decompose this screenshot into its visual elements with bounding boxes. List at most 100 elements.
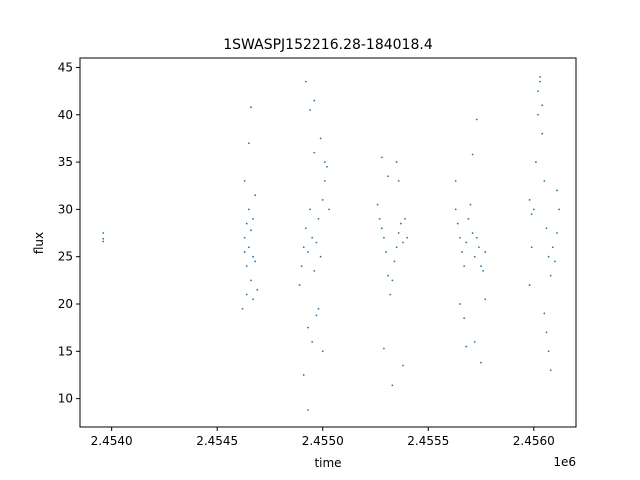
data-point	[102, 240, 105, 243]
data-point	[551, 246, 554, 249]
data-point	[383, 347, 385, 350]
data-point	[315, 314, 318, 317]
data-point	[558, 208, 561, 211]
data-point	[528, 284, 531, 286]
y-axis-label: flux	[32, 232, 46, 254]
x-axis-offset-label: 1e6	[553, 455, 576, 469]
data-point	[245, 293, 248, 296]
data-point	[469, 203, 472, 206]
data-point	[530, 246, 533, 249]
data-point	[250, 229, 252, 232]
data-point	[528, 199, 531, 201]
data-point	[326, 165, 328, 168]
data-point	[250, 106, 252, 109]
data-point	[304, 227, 307, 230]
data-point	[545, 331, 548, 334]
data-point	[463, 317, 466, 320]
x-tick-label: 2.4560	[513, 434, 555, 448]
data-point	[454, 208, 457, 211]
data-point	[387, 175, 390, 178]
data-point	[252, 255, 254, 258]
data-point	[473, 255, 476, 258]
data-point	[480, 361, 482, 364]
data-point	[465, 345, 468, 348]
data-point	[535, 161, 537, 163]
data-point	[478, 246, 480, 249]
data-point	[553, 260, 556, 263]
data-point	[389, 293, 392, 296]
data-point	[311, 340, 314, 343]
data-point	[543, 180, 546, 182]
x-axis-ticks: 2.4540 2.4545 2.4550 2.4555 2.4560	[91, 427, 555, 448]
data-point	[376, 203, 379, 206]
data-point	[321, 199, 324, 201]
y-tick-label: 35	[58, 155, 73, 169]
data-point	[541, 104, 544, 107]
data-point	[475, 236, 478, 239]
data-point	[402, 241, 404, 244]
data-point	[319, 255, 322, 258]
plot-area	[79, 57, 577, 428]
data-point	[406, 236, 409, 239]
y-tick-label: 45	[58, 60, 73, 74]
data-point	[102, 232, 105, 234]
data-point	[391, 384, 394, 387]
data-point	[543, 312, 546, 315]
data-point	[317, 307, 320, 310]
data-point	[250, 279, 252, 282]
data-point	[311, 236, 314, 239]
chart-title: 1SWASPJ152216.28-184018.4	[223, 37, 433, 53]
data-point	[537, 90, 539, 93]
data-point	[467, 217, 470, 220]
data-point	[256, 288, 259, 291]
y-tick-label: 10	[58, 392, 73, 406]
data-point	[243, 180, 246, 182]
data-point	[313, 269, 316, 272]
data-point	[399, 222, 402, 225]
x-tick-label: 2.4540	[91, 434, 133, 448]
data-point	[484, 298, 487, 301]
data-point	[456, 222, 459, 225]
data-point	[461, 251, 463, 253]
data-point	[385, 251, 387, 253]
data-point	[247, 142, 250, 145]
data-point	[397, 180, 400, 182]
data-point	[463, 265, 466, 268]
data-point	[402, 364, 404, 367]
data-point	[304, 80, 307, 83]
data-point	[378, 217, 381, 220]
data-point	[471, 232, 474, 234]
y-tick-label: 30	[58, 202, 73, 216]
data-point	[302, 246, 305, 249]
data-point	[541, 132, 544, 135]
data-point	[247, 246, 250, 249]
data-point	[556, 189, 558, 192]
data-point	[243, 251, 246, 253]
data-point	[473, 340, 476, 343]
data-point	[475, 118, 478, 121]
data-point	[395, 246, 398, 249]
x-tick-label: 2.4550	[302, 434, 344, 448]
data-point	[302, 374, 305, 376]
data-point	[254, 260, 257, 263]
data-point	[380, 156, 383, 159]
data-point	[245, 222, 248, 225]
data-point	[307, 326, 309, 329]
data-point	[393, 260, 396, 263]
data-point	[454, 180, 457, 182]
data-point	[254, 194, 257, 197]
data-point	[549, 274, 552, 277]
data-point	[313, 151, 316, 154]
data-point	[319, 137, 322, 140]
data-point	[484, 251, 487, 253]
data-point	[300, 265, 303, 268]
data-point	[313, 99, 316, 102]
data-point	[252, 298, 254, 301]
x-axis-label: time	[314, 456, 341, 470]
data-point	[459, 236, 461, 239]
data-point	[328, 208, 330, 211]
data-point	[549, 369, 552, 372]
data-point	[459, 303, 461, 305]
data-point	[243, 236, 246, 239]
data-point	[387, 274, 390, 277]
